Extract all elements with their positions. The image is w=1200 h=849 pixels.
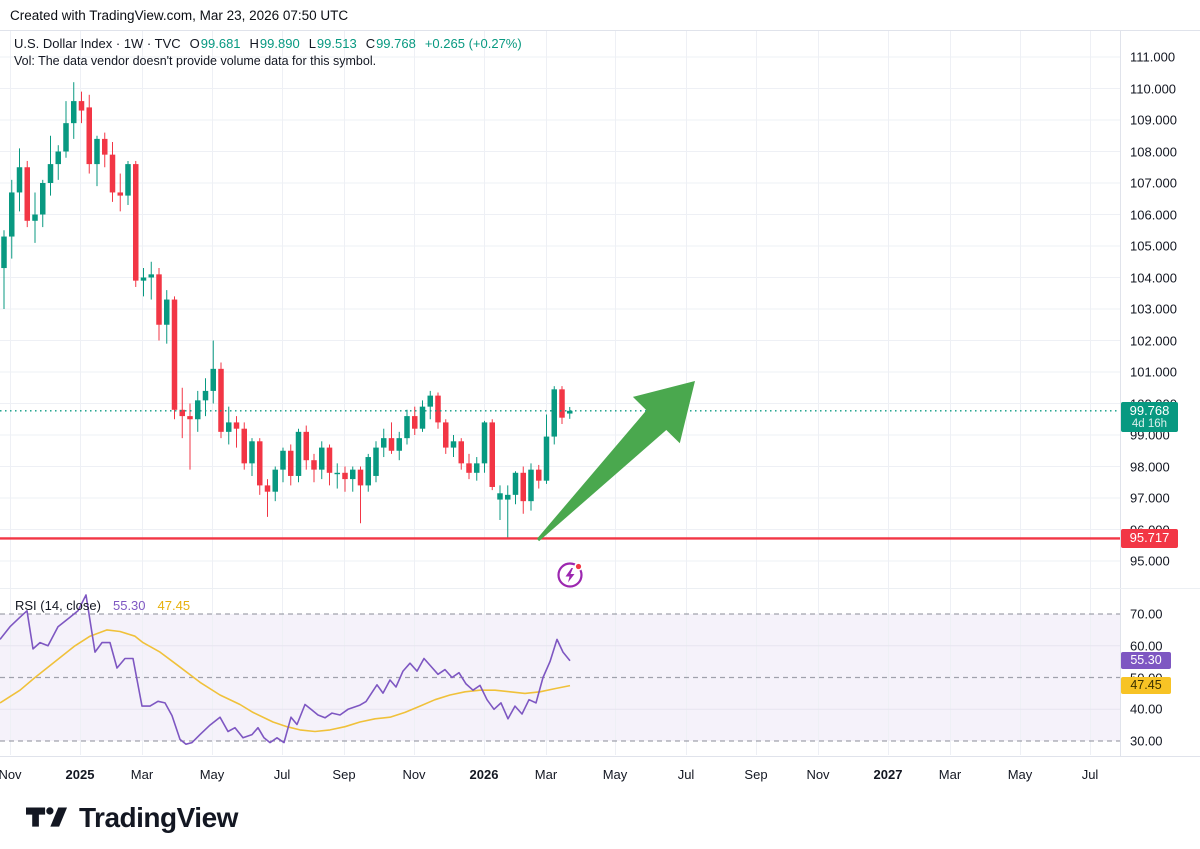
rsi-axis-label: 60.00 <box>1130 638 1163 654</box>
rsi-legend[interactable]: RSI (14, close) 55.30 47.45 <box>15 598 190 613</box>
price-axis-label: 95.000 <box>1130 553 1170 569</box>
rsi-ma-value: 47.45 <box>157 598 191 613</box>
time-axis-label: Jul <box>1081 767 1099 782</box>
time-axis-label: May <box>1007 767 1033 782</box>
legend-high: H 99.890 <box>249 36 300 51</box>
tradingview-logo[interactable]: TradingView <box>26 802 238 834</box>
up-arrow-annotation[interactable] <box>536 381 695 542</box>
time-axis-label: Nov <box>806 767 830 782</box>
rsi-ma-value-badge: 47.45 <box>1121 677 1171 694</box>
legend-change: +0.265 (+0.27%) <box>424 36 522 51</box>
legend-open: O 99.681 <box>189 36 241 51</box>
price-axis-label: 110.000 <box>1130 81 1177 96</box>
time-axis-label: Mar <box>938 767 962 782</box>
price-axis-label: 106.000 <box>1130 207 1177 222</box>
time-axis-label: 2027 <box>873 767 903 782</box>
rsi-ma-line <box>0 629 571 733</box>
rsi-value-badge: 55.30 <box>1121 652 1171 669</box>
price-scale-divider <box>1120 30 1121 756</box>
chart-legend[interactable]: U.S. Dollar Index · 1W · TVC O 99.681 H 99… <box>14 36 522 51</box>
time-axis-label: Jul <box>677 767 695 782</box>
price-axis-label: 103.000 <box>1130 301 1177 317</box>
header-divider <box>0 30 1200 31</box>
time-axis-label: Mar <box>130 767 154 782</box>
last-price-badge: 99.768 4d 16h <box>1121 402 1178 432</box>
time-axis-label: Nov <box>0 767 22 782</box>
price-axis-label: 102.000 <box>1130 333 1177 348</box>
flash-icon[interactable] <box>557 562 583 588</box>
time-axis-label: May <box>199 767 225 782</box>
rsi-value: 55.30 <box>112 598 146 613</box>
time-axis-label: 2026 <box>469 767 499 782</box>
price-axis-label: 97.000 <box>1130 490 1170 506</box>
bar-countdown: 4d 16h <box>1131 417 1168 430</box>
price-gridlines <box>0 56 1120 562</box>
price-axis-label: 101.000 <box>1130 364 1177 380</box>
time-axis-label: Mar <box>534 767 558 782</box>
time-axis-label: May <box>602 767 628 782</box>
rsi-axis-label: 30.00 <box>1130 733 1163 749</box>
price-axis-label: 107.000 <box>1130 175 1177 191</box>
rsi-axis-label: 70.00 <box>1130 606 1163 622</box>
time-axis-label: Sep <box>744 767 768 782</box>
pane-divider[interactable] <box>0 588 1200 589</box>
time-scale-divider <box>0 756 1200 757</box>
price-axis-label: 108.000 <box>1130 144 1177 159</box>
time-axis-label: 2025 <box>65 767 95 782</box>
legend-close: C 99.768 <box>365 36 416 51</box>
tradingview-logo-text: TradingView <box>79 802 238 833</box>
tradingview-logo-icon <box>26 807 68 827</box>
legend-low: L 99.513 <box>308 36 357 51</box>
time-axis-label: Sep <box>332 767 356 782</box>
rsi-axis-label: 40.00 <box>1130 701 1163 717</box>
price-axis-label: 111.000 <box>1130 49 1176 65</box>
credit-text: Created with TradingView.com, Mar 23, 20… <box>10 8 349 23</box>
symbol-title[interactable]: U.S. Dollar Index · 1W · TVC <box>14 36 181 51</box>
price-axis-label: 98.000 <box>1130 459 1170 474</box>
candlesticks <box>1 82 573 539</box>
rsi-indicator-title[interactable]: RSI (14, close) <box>15 598 101 613</box>
time-axis-label: Nov <box>402 767 426 782</box>
rsi-line <box>0 594 571 746</box>
price-axis-label: 104.000 <box>1130 270 1177 285</box>
volume-note: Vol: The data vendor doesn't provide vol… <box>14 54 377 68</box>
support-price-badge: 95.717 <box>1121 529 1178 548</box>
price-axis-label: 105.000 <box>1130 238 1177 254</box>
price-axis-label: 109.000 <box>1130 112 1177 128</box>
time-axis-label: Jul <box>273 767 291 782</box>
